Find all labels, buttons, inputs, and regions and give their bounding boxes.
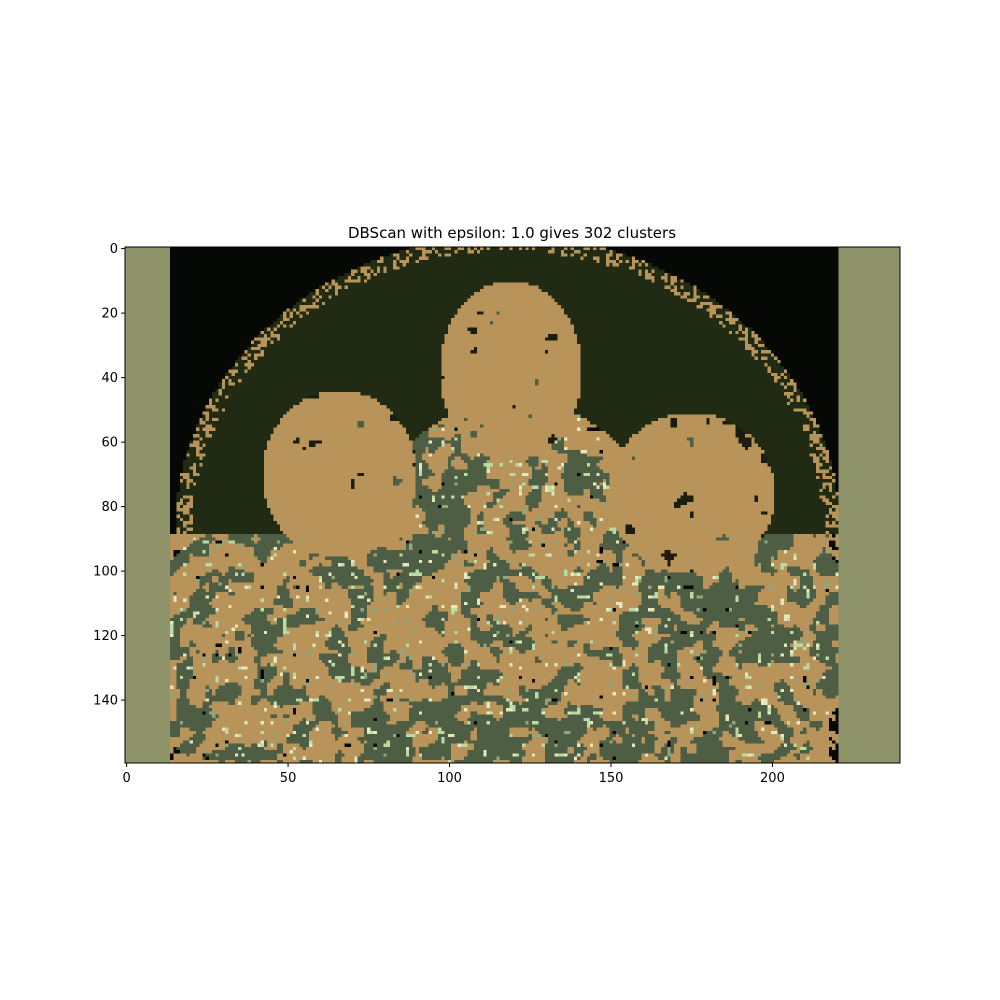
x-tick-label: 200 (760, 771, 785, 786)
x-tick-label: 50 (280, 771, 297, 786)
x-tick-label: 150 (599, 771, 624, 786)
axes-frame (124, 246, 901, 764)
y-tick-label: 40 (101, 371, 118, 386)
y-tick-label: 80 (101, 500, 118, 515)
y-tick-label: 120 (93, 629, 118, 644)
y-tick-label: 0 (110, 242, 118, 257)
cluster-raster (125, 247, 900, 763)
cluster-image (125, 247, 900, 763)
y-axis: 0 20 40 60 80 100 120 140 (93, 242, 125, 709)
x-tick-label: 0 (122, 771, 130, 786)
x-axis: 0 50 100 150 200 (122, 763, 785, 786)
chart-title: DBScan with epsilon: 1.0 gives 302 clust… (348, 224, 676, 242)
y-tick-label: 100 (93, 565, 118, 580)
x-tick-label: 100 (437, 771, 462, 786)
y-tick-label: 60 (101, 436, 118, 451)
y-tick-label: 20 (101, 307, 118, 322)
y-tick-label: 140 (93, 694, 118, 709)
